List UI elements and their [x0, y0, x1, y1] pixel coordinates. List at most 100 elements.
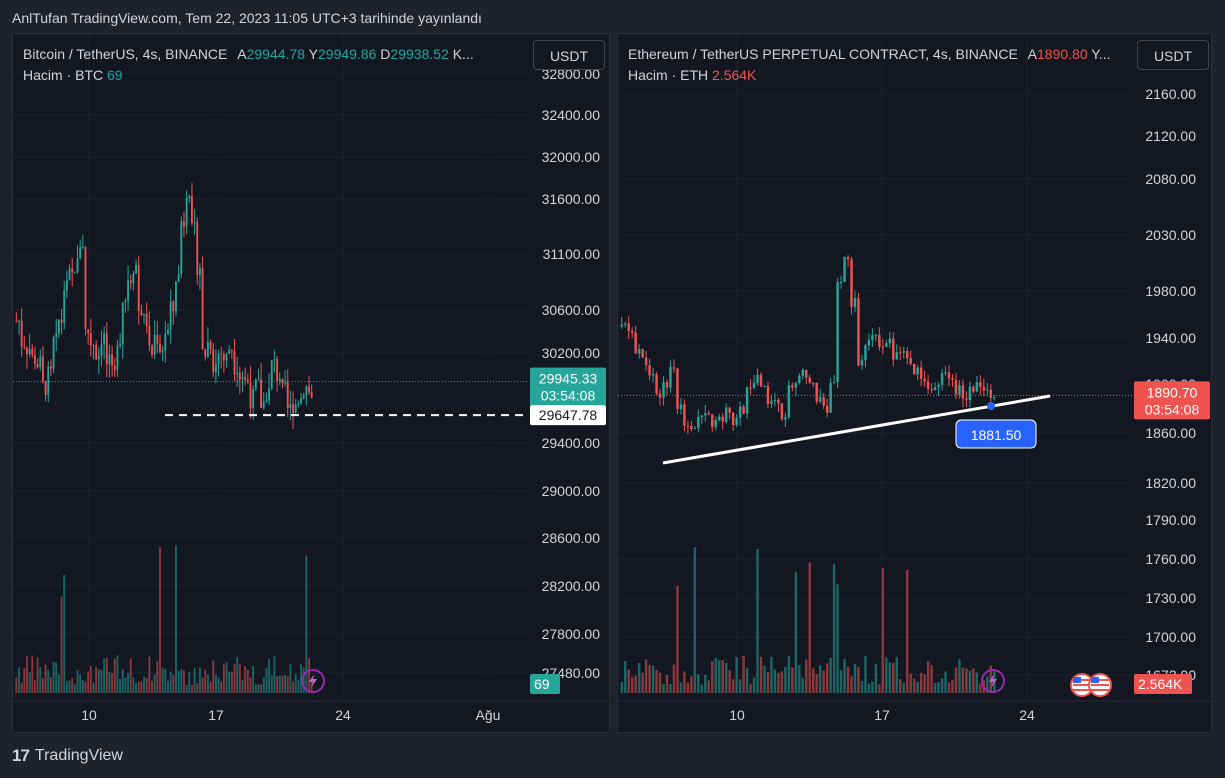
eth-volume-bar	[829, 657, 832, 693]
btc-volume-bar	[214, 674, 217, 693]
eth-candle-body	[822, 397, 825, 406]
eth-trendline-handle	[987, 402, 995, 410]
eth-volume-bar	[958, 659, 961, 693]
btc-candle-body	[169, 301, 172, 330]
eth-volume-bar	[961, 667, 965, 693]
btc-candle-body	[265, 400, 268, 403]
eth-candle-body	[881, 346, 885, 348]
eth-volume-bar	[690, 676, 693, 693]
btc-volume-bar	[265, 668, 268, 693]
btc-y-tick-label: 32400.00	[542, 107, 601, 123]
btc-volume-bar	[68, 680, 71, 693]
btc-lightning-icon-ring	[301, 669, 325, 693]
eth-volume-bar	[825, 663, 829, 693]
btc-candle-body	[31, 348, 34, 356]
eth-y-tick-label: 1980.00	[1145, 283, 1196, 299]
btc-volume-bar	[121, 669, 124, 693]
btc-high: 29949.86	[318, 46, 377, 62]
btc-volume-bar	[310, 681, 313, 693]
eth-volume-bar	[721, 660, 724, 693]
eth-volume-bar	[787, 656, 791, 693]
eth-volume-bar	[620, 681, 623, 693]
eth-volume-bar	[965, 668, 968, 693]
btc-volume-bar	[20, 682, 23, 693]
btc-volume-bar	[105, 657, 108, 693]
eth-volume-bar	[899, 679, 902, 693]
eth-volume-bar	[676, 585, 679, 693]
btc-currency-button[interactable]: USDT	[533, 40, 605, 70]
btc-volume-bar	[188, 672, 191, 693]
btc-candle-body	[71, 268, 74, 273]
eth-candle-body	[912, 364, 916, 375]
btc-candle-body	[108, 354, 111, 365]
eth-candle-body	[975, 382, 979, 392]
eth-volume-bar	[947, 682, 951, 693]
eth-volume-bar	[972, 668, 975, 693]
btc-candle-body	[60, 319, 63, 323]
eth-volume-bar	[937, 682, 940, 693]
btc-candle-body	[241, 377, 244, 380]
btc-lightning-icon-bolt	[309, 674, 317, 688]
eth-volume-bar	[644, 659, 648, 693]
btc-candle-body	[246, 379, 249, 383]
btc-candle-body	[270, 360, 273, 389]
eth-currency-button[interactable]: USDT	[1137, 40, 1209, 70]
btc-volume-bar	[278, 675, 281, 693]
eth-candle-body	[832, 382, 836, 384]
btc-candle-body	[89, 333, 92, 346]
btc-chart-panel[interactable]: Bitcoin / TetherUS, 4s, BINANCE A29944.7…	[12, 33, 610, 733]
btc-volume-bar	[26, 655, 28, 693]
eth-volume-bar	[798, 665, 801, 693]
eth-chart-panel[interactable]: Ethereum / TetherUS PERPETUAL CONTRACT, …	[617, 33, 1212, 733]
eth-plot	[618, 34, 1132, 701]
eth-volume-bar	[888, 662, 892, 693]
eth-volume-bar	[926, 661, 930, 693]
eth-volume-bar	[864, 656, 867, 693]
btc-volume-bar	[79, 674, 82, 693]
eth-candle-body	[874, 334, 878, 336]
eth-y-tick-label: 1860.00	[1145, 425, 1196, 441]
eth-x-tick-label: 17	[874, 707, 890, 723]
btc-candle-body	[15, 320, 18, 322]
btc-volume-bar	[175, 545, 177, 693]
btc-last-price-label: 29945.33	[539, 371, 598, 387]
eth-candle-body	[808, 377, 811, 383]
btc-candle-body	[143, 313, 145, 316]
btc-candle-body	[289, 404, 292, 409]
btc-candle-body	[148, 325, 151, 346]
eth-candle-body	[637, 349, 641, 354]
btc-volume-bar	[111, 673, 114, 693]
eth-volume-bar	[756, 549, 759, 693]
eth-volume-value: 2.564K	[712, 67, 757, 83]
eth-y-tick-label: 2030.00	[1145, 227, 1196, 243]
eth-ohlc: A1890.80 Y...	[1027, 46, 1111, 62]
eth-lightning-icon-bolt	[989, 674, 997, 688]
eth-volume-bar	[885, 657, 888, 693]
tradingview-brand[interactable]: 17 TradingView	[12, 746, 123, 765]
btc-candle-body	[172, 301, 175, 312]
btc-volume-bar	[294, 674, 297, 693]
btc-y-tick-label: 31600.00	[542, 191, 601, 207]
eth-countdown-label: 03:54:08	[1145, 401, 1200, 417]
btc-x-tick-label: Ağu	[476, 707, 501, 723]
btc-volume-bar	[81, 680, 84, 693]
btc-candle-body	[151, 345, 153, 355]
btc-candle-body	[257, 379, 260, 381]
eth-volume-bar	[627, 669, 630, 693]
btc-candle-body	[183, 221, 185, 227]
eth-volume-bar	[968, 670, 972, 693]
btc-candle-body	[300, 398, 302, 404]
btc-candle-body	[119, 343, 122, 346]
eth-candle-body	[940, 373, 944, 386]
btc-volume-bar	[236, 657, 239, 693]
btc-candle-body	[79, 247, 82, 259]
eth-candle-body	[951, 378, 954, 381]
btc-volume-bar	[241, 679, 244, 693]
eth-candle-body	[885, 343, 888, 347]
btc-candle-body	[111, 354, 114, 366]
eth-volume-bar	[933, 682, 937, 693]
eth-volume-bar	[808, 562, 811, 693]
btc-volume-bar	[286, 676, 289, 693]
btc-volume-bar	[127, 673, 130, 693]
eth-volume-bar	[832, 564, 836, 693]
